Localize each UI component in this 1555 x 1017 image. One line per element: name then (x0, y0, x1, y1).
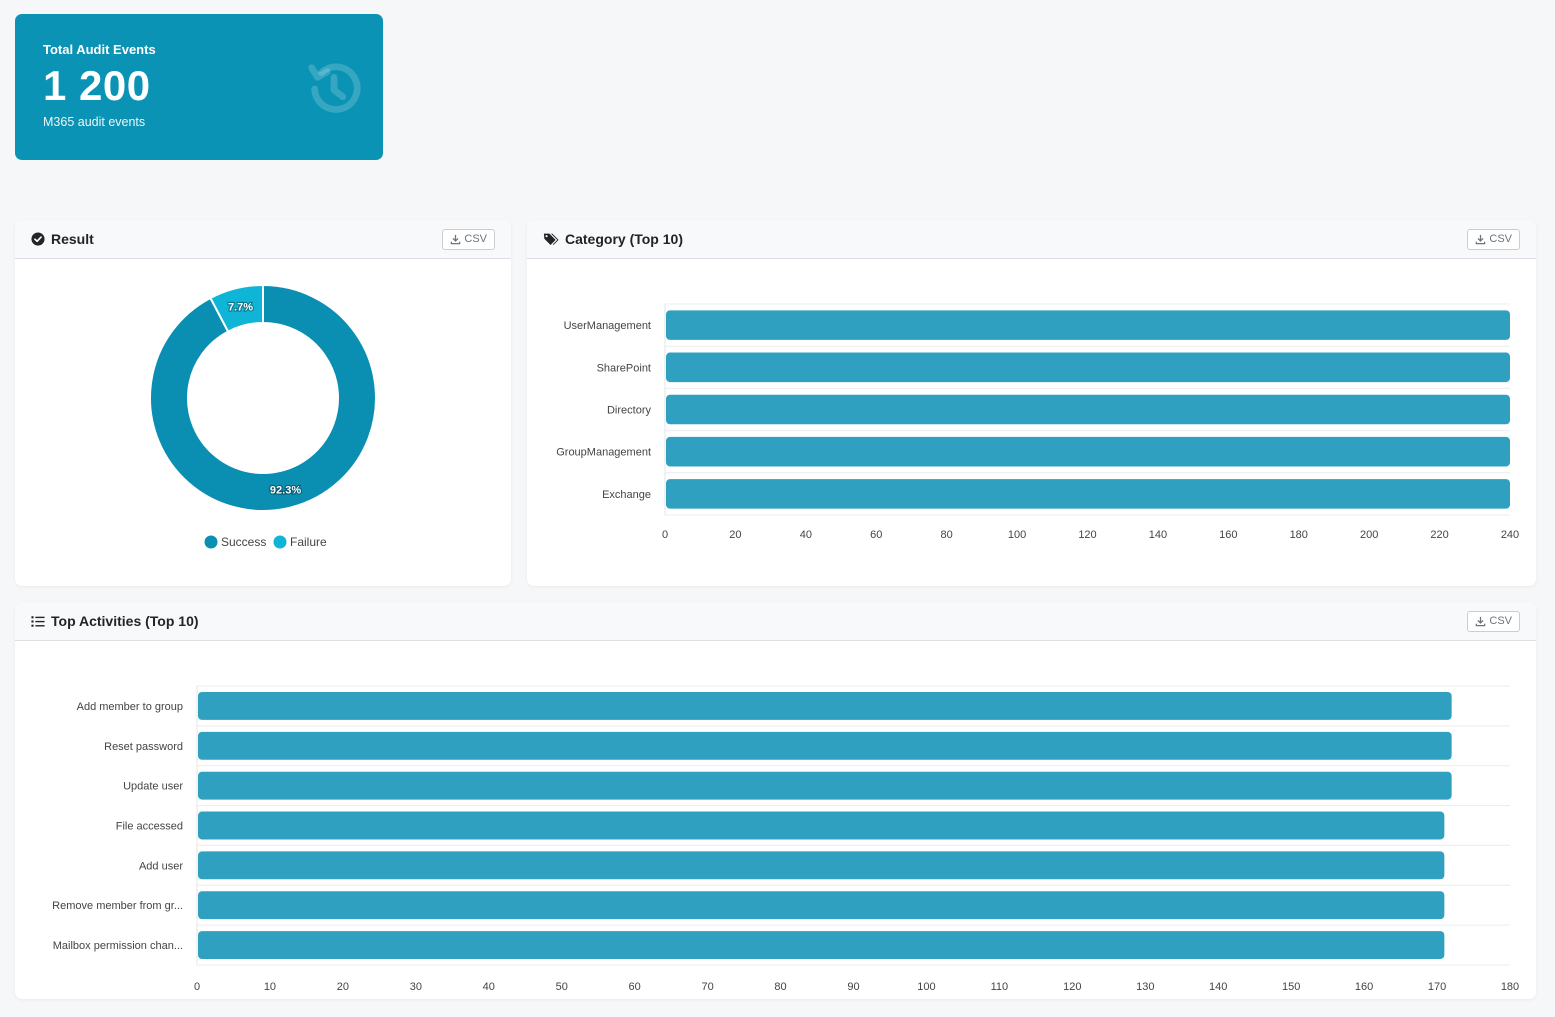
list-icon (31, 615, 45, 627)
category-label: GroupManagement (556, 447, 651, 459)
x-tick-label: 40 (800, 529, 812, 541)
x-tick-label: 160 (1219, 529, 1237, 541)
legend-marker (273, 535, 287, 549)
x-tick-label: 100 (917, 981, 935, 993)
bar[interactable] (198, 891, 1445, 920)
donut-data-label: 92.3% (270, 484, 301, 496)
bar[interactable] (198, 731, 1452, 760)
x-tick-label: 80 (941, 529, 953, 541)
bar[interactable] (666, 310, 1510, 340)
total-audit-events-card: Total Audit Events 1 200 M365 audit even… (15, 14, 383, 160)
x-tick-label: 60 (629, 981, 641, 993)
donut-slice-success[interactable] (149, 283, 377, 512)
x-tick-label: 120 (1078, 529, 1096, 541)
x-tick-label: 120 (1063, 981, 1081, 993)
bar[interactable] (198, 691, 1452, 720)
x-tick-label: 30 (410, 981, 422, 993)
category-label: Reset password (104, 741, 183, 753)
x-tick-label: 200 (1360, 529, 1378, 541)
bar[interactable] (666, 394, 1510, 425)
category-label: File accessed (116, 821, 183, 833)
activities-panel-header: Top Activities (Top 10) CSV (15, 602, 1536, 641)
activities-csv-button[interactable]: CSV (1467, 610, 1520, 632)
download-icon (1476, 616, 1486, 626)
x-tick-label: 70 (701, 981, 713, 993)
bar[interactable] (198, 771, 1452, 800)
x-tick-label: 0 (662, 529, 668, 541)
tags-icon (543, 233, 559, 245)
result-csv-button[interactable]: CSV (442, 228, 495, 250)
activities-bar-chart: Add member to group Reset password Update … (52, 685, 1519, 993)
download-icon (1476, 234, 1486, 244)
category-label: UserManagement (564, 320, 651, 332)
bar[interactable] (198, 931, 1445, 960)
category-label: SharePoint (597, 362, 651, 374)
x-tick-label: 80 (774, 981, 786, 993)
category-bar-chart: UserManagement SharePoint Directory GroupMa… (556, 303, 1519, 541)
result-panel: Result CSV 92.3% 7.7% Success Failure (15, 220, 511, 586)
bar[interactable] (666, 352, 1510, 383)
x-tick-label: 240 (1501, 529, 1519, 541)
x-tick-label: 130 (1136, 981, 1154, 993)
x-tick-label: 220 (1430, 529, 1448, 541)
x-tick-label: 50 (556, 981, 568, 993)
x-tick-label: 20 (337, 981, 349, 993)
x-tick-label: 170 (1428, 981, 1446, 993)
legend-label[interactable]: Success (221, 535, 266, 549)
donut-slice-failure[interactable] (209, 283, 264, 333)
category-label: Mailbox permission chan... (53, 940, 183, 952)
category-csv-button[interactable]: CSV (1467, 228, 1520, 250)
category-label: Exchange (602, 489, 651, 501)
x-tick-label: 100 (1008, 529, 1026, 541)
bar[interactable] (666, 479, 1510, 509)
stat-subtitle: M365 audit events (43, 115, 146, 130)
bar[interactable] (198, 811, 1445, 840)
result-panel-title: Result (51, 231, 94, 247)
x-tick-label: 110 (991, 981, 1009, 993)
category-label: Directory (607, 405, 652, 417)
category-label: Add member to group (77, 701, 183, 713)
x-tick-label: 0 (194, 981, 200, 993)
x-tick-label: 180 (1501, 981, 1519, 993)
x-tick-label: 90 (847, 981, 859, 993)
x-tick-label: 160 (1355, 981, 1373, 993)
top-activities-panel: Top Activities (Top 10) CSV Add member t… (15, 602, 1536, 999)
x-tick-label: 40 (483, 981, 495, 993)
category-panel-header: Category (Top 10) CSV (527, 220, 1536, 259)
category-label: Update user (123, 781, 183, 793)
legend-label[interactable]: Failure (290, 535, 327, 549)
category-panel: Category (Top 10) CSV UserManagement Shar… (527, 220, 1536, 586)
x-tick-label: 150 (1282, 981, 1300, 993)
donut-data-label: 7.7% (228, 302, 253, 314)
result-panel-header: Result CSV (15, 220, 511, 259)
category-label: Remove member from gr... (52, 900, 183, 912)
stat-title: Total Audit Events (43, 42, 156, 57)
result-donut-chart: 92.3% 7.7% Success Failure (149, 283, 377, 549)
x-tick-label: 140 (1209, 981, 1227, 993)
history-icon (308, 63, 361, 113)
check-circle-icon (31, 232, 45, 246)
stat-value: 1 200 (43, 62, 151, 109)
legend-marker (204, 535, 218, 549)
x-tick-label: 60 (870, 529, 882, 541)
download-icon (451, 234, 461, 244)
x-tick-label: 20 (729, 529, 741, 541)
x-tick-label: 180 (1290, 529, 1308, 541)
bar[interactable] (666, 436, 1510, 467)
category-label: Add user (139, 860, 183, 872)
bar[interactable] (198, 851, 1445, 880)
x-tick-label: 140 (1149, 529, 1167, 541)
x-tick-label: 10 (264, 981, 276, 993)
category-panel-title: Category (Top 10) (565, 231, 683, 247)
activities-panel-title: Top Activities (Top 10) (51, 613, 199, 629)
